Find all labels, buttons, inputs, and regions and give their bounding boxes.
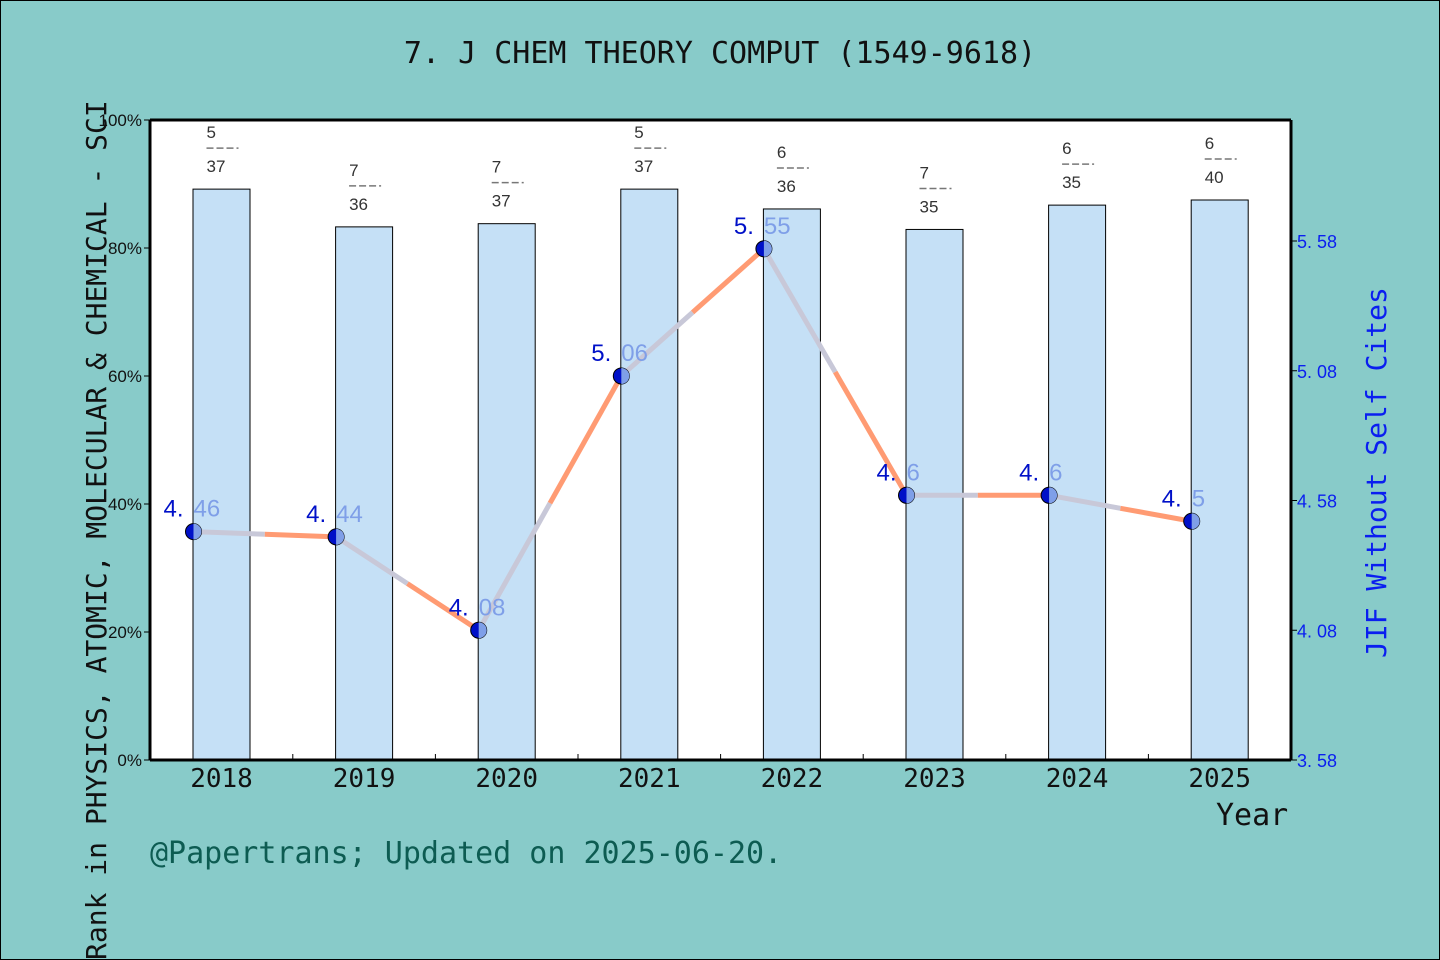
bar-2019: [335, 226, 394, 761]
left-tick-label: 20%: [108, 623, 142, 642]
jif-line-segment: [264, 531, 337, 540]
x-tick-label: 2023: [903, 764, 966, 794]
footer-credit: @Papertrans; Updated on 2025-06-20.: [150, 836, 783, 871]
jif-marker-half: [1049, 487, 1058, 504]
jif-value-dec: 06: [621, 340, 648, 367]
jif-value-dec: 6: [1049, 459, 1062, 486]
right-tick-label: 5. 08: [1297, 362, 1337, 382]
x-tick-label: 2021: [618, 764, 681, 794]
jif-line-segment: [1048, 492, 1121, 511]
jif-line-segment: [334, 534, 409, 586]
left-tick-label: 60%: [108, 367, 142, 386]
bar-2025: [1190, 199, 1249, 761]
rank-label: 5: [634, 123, 643, 142]
right-tick-label: 4. 08: [1297, 621, 1337, 641]
jif-value-dec: 46: [194, 496, 221, 523]
x-tick-label: 2024: [1046, 764, 1109, 794]
bar-2022: [762, 208, 821, 761]
rank-label: 6: [1205, 134, 1214, 153]
left-tick-label: 100%: [99, 111, 142, 130]
jif-line-segment: [476, 501, 553, 632]
jif-value-int: 5.: [591, 340, 611, 367]
right-tick-label: 3. 58: [1297, 751, 1337, 771]
total-label: 37: [207, 157, 226, 176]
rank-label: 7: [349, 161, 358, 180]
total-label: 35: [1062, 173, 1081, 192]
total-label: 37: [634, 157, 653, 176]
right-tick-label: 4. 58: [1297, 492, 1337, 512]
bar-2024: [1048, 204, 1107, 761]
jif-value-dec: 08: [479, 594, 506, 621]
jif-marker-half: [1191, 513, 1200, 530]
jif-line-segment: [761, 247, 838, 374]
left-tick-label: 0%: [117, 751, 142, 770]
jif-marker-half: [478, 622, 487, 639]
x-tick-label: 2019: [333, 764, 396, 794]
jif-line-segment: [1119, 505, 1193, 524]
total-label: 36: [349, 195, 368, 214]
total-label: 40: [1205, 168, 1224, 187]
x-tick-label: 2020: [475, 764, 538, 794]
jif-value-int: 4.: [164, 496, 184, 523]
jif-value-dec: 6: [907, 459, 920, 486]
jif-line-segment: [690, 246, 766, 315]
total-label: 36: [777, 177, 796, 196]
x-axis-label: Year: [1216, 798, 1289, 833]
chart-title: 7. J CHEM THEORY COMPUT (1549-9618): [403, 36, 1037, 71]
jif-line-segment: [547, 374, 624, 505]
rank-label: 7: [492, 158, 501, 177]
jif-line-segment: [619, 310, 695, 378]
jif-value-int: 5.: [734, 213, 754, 240]
jif-value-int: 4.: [1162, 485, 1182, 512]
jif-value-dec: 55: [764, 213, 791, 240]
x-tick-label: 2025: [1188, 764, 1251, 794]
rank-label: 6: [1062, 139, 1071, 158]
bar-2018: [192, 188, 251, 761]
jif-value-int: 4.: [877, 459, 897, 486]
jif-value-dec: 44: [336, 501, 363, 528]
jif-marker-half: [336, 528, 345, 545]
plot-area: [150, 120, 1291, 760]
jif-line-segment: [833, 370, 909, 497]
total-label: 37: [492, 192, 511, 211]
jif-value-int: 4.: [1019, 459, 1039, 486]
rank-label: 5: [207, 123, 216, 142]
jif-marker-half: [763, 240, 772, 257]
jif-marker-half: [193, 523, 202, 540]
x-tick-label: 2018: [190, 764, 253, 794]
jif-value-dec: 5: [1192, 485, 1205, 512]
jif-marker-half: [621, 367, 630, 384]
jif-marker-half: [906, 487, 915, 504]
jif-line-segment: [406, 581, 481, 633]
rank-label: 7: [920, 163, 929, 182]
left-tick-label: 80%: [108, 239, 142, 258]
rank-label: 6: [777, 143, 786, 162]
jif-line-segment: [193, 529, 265, 537]
total-label: 35: [920, 197, 939, 216]
left-tick-label: 40%: [108, 495, 142, 514]
right-tick-label: 5. 58: [1297, 232, 1337, 252]
bar-2020: [477, 223, 536, 761]
x-tick-label: 2022: [761, 764, 824, 794]
bar-2021: [620, 188, 679, 761]
jif-value-int: 4.: [306, 501, 326, 528]
jif-value-int: 4.: [449, 594, 469, 621]
